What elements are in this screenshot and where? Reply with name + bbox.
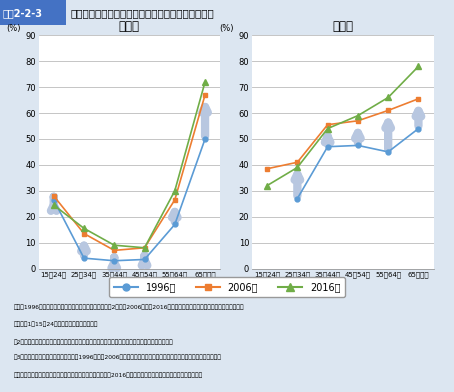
Text: 遣社員」、「契約社員・嘱託」及び「その他」の合計、2016年は「非正規の職員・従業員」の項目の数値。: 遣社員」、「契約社員・嘱託」及び「その他」の合計、2016年は「非正規の職員・従… [14,372,203,378]
Text: 3．「非正規雇用労働者」について、1996年及び2006年の数値は「パート・アルバイト」、「労働者派遣事業所の派: 3．「非正規雇用労働者」について、1996年及び2006年の数値は「パート・アル… [14,354,222,360]
Text: 図表2-2-3: 図表2-2-3 [2,8,42,18]
Title: 女　性: 女 性 [332,20,353,33]
Text: (%): (%) [219,24,234,33]
Title: 男　性: 男 性 [119,20,140,33]
Text: 男女別・年齢階級別　非正規雇用労働者比率の推移: 男女別・年齢階級別 非正規雇用労働者比率の推移 [70,8,214,18]
Text: 資料：1996年は総務省統計局「労働力調査特別調査」（2月）、2006年及び2016年は総務省統計局「労働力調査（詳細集計）」: 資料：1996年は総務省統計局「労働力調査特別調査」（2月）、2006年及び20… [14,305,244,310]
Text: 2．比率は、「正規の職員・従業員」と「非正規の職員・従業員」の合計に対するものである。: 2．比率は、「正規の職員・従業員」と「非正規の職員・従業員」の合計に対するもので… [14,340,173,345]
Text: （注）　1．15～24歳は、在学中の者を除く。: （注） 1．15～24歳は、在学中の者を除く。 [14,322,98,327]
Text: (%): (%) [6,24,20,33]
FancyBboxPatch shape [0,0,66,25]
Legend: 1996年, 2006年, 2016年: 1996年, 2006年, 2016年 [109,277,345,297]
